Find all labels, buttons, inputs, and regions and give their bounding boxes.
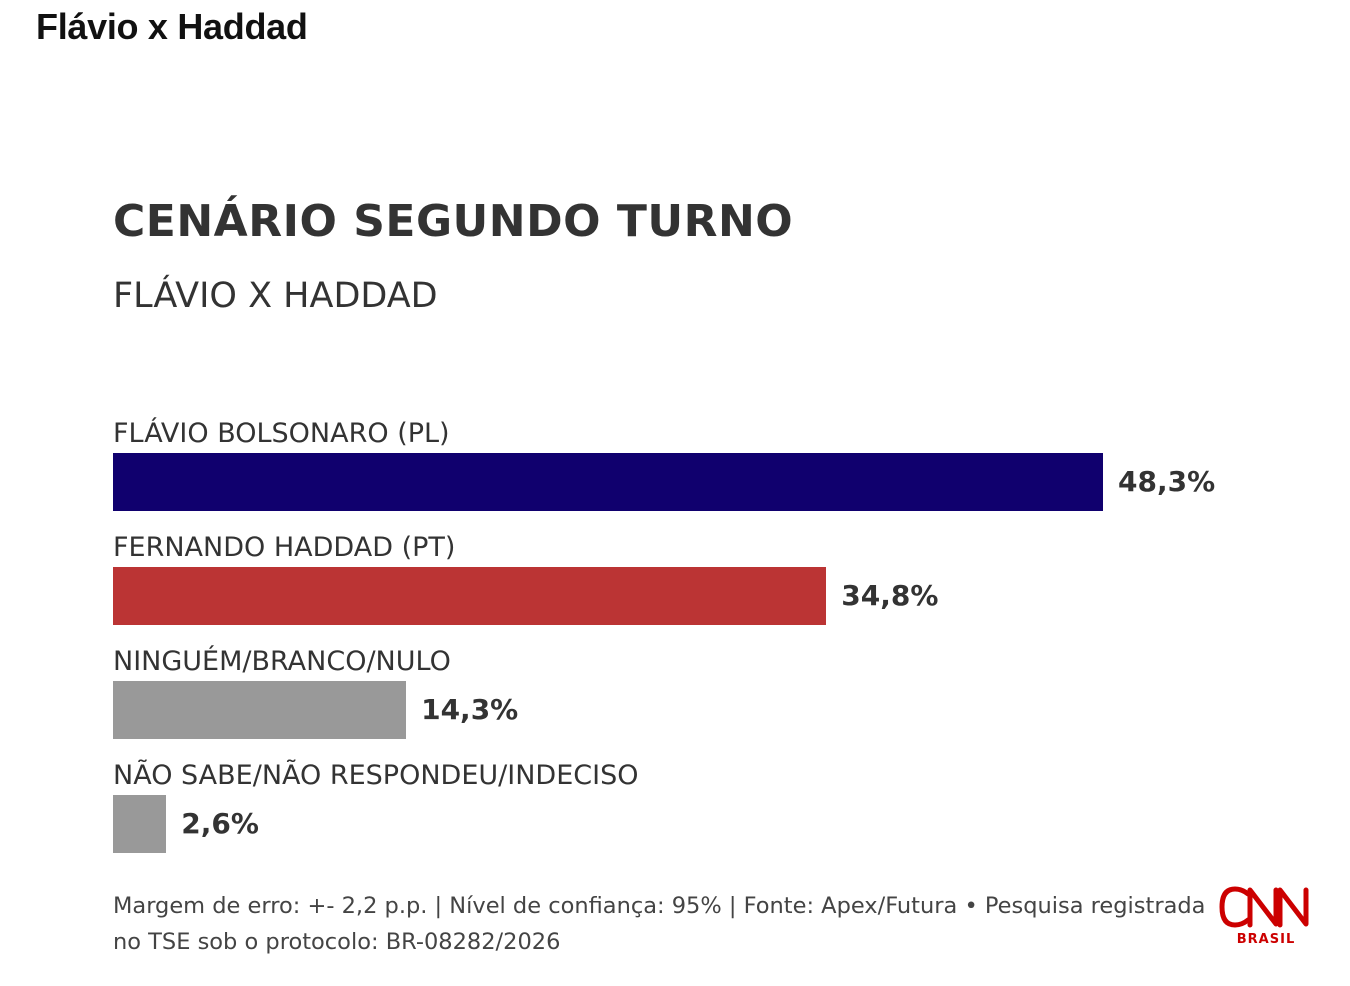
category-label: FERNANDO HADDAD (PT) [113, 532, 456, 563]
value-label: 34,8% [841, 579, 939, 612]
page-title: Flávio x Haddad [36, 6, 308, 47]
value-label: 48,3% [1118, 465, 1216, 498]
value-label: 2,6% [181, 807, 259, 840]
bar [113, 795, 167, 853]
chart-subtitle: FLÁVIO X HADDAD [113, 276, 438, 316]
cnn-logo-icon [1219, 886, 1309, 928]
cnn-brasil-logo: BRASIL [1218, 884, 1314, 954]
bar [113, 567, 827, 625]
chart-footnote: Margem de erro: +- 2,2 p.p. | Nível de c… [113, 893, 1206, 955]
category-label: FLÁVIO BOLSONARO (PL) [113, 418, 450, 449]
chart-title: CENÁRIO SEGUNDO TURNO [113, 196, 794, 247]
category-label: NINGUÉM/BRANCO/NULO [113, 646, 451, 677]
category-label: NÃO SABE/NÃO RESPONDEU/INDECISO [113, 760, 639, 791]
value-label: 14,3% [421, 693, 519, 726]
bar [113, 681, 407, 739]
logo-subtitle: BRASIL [1236, 932, 1296, 947]
bar [113, 453, 1103, 511]
